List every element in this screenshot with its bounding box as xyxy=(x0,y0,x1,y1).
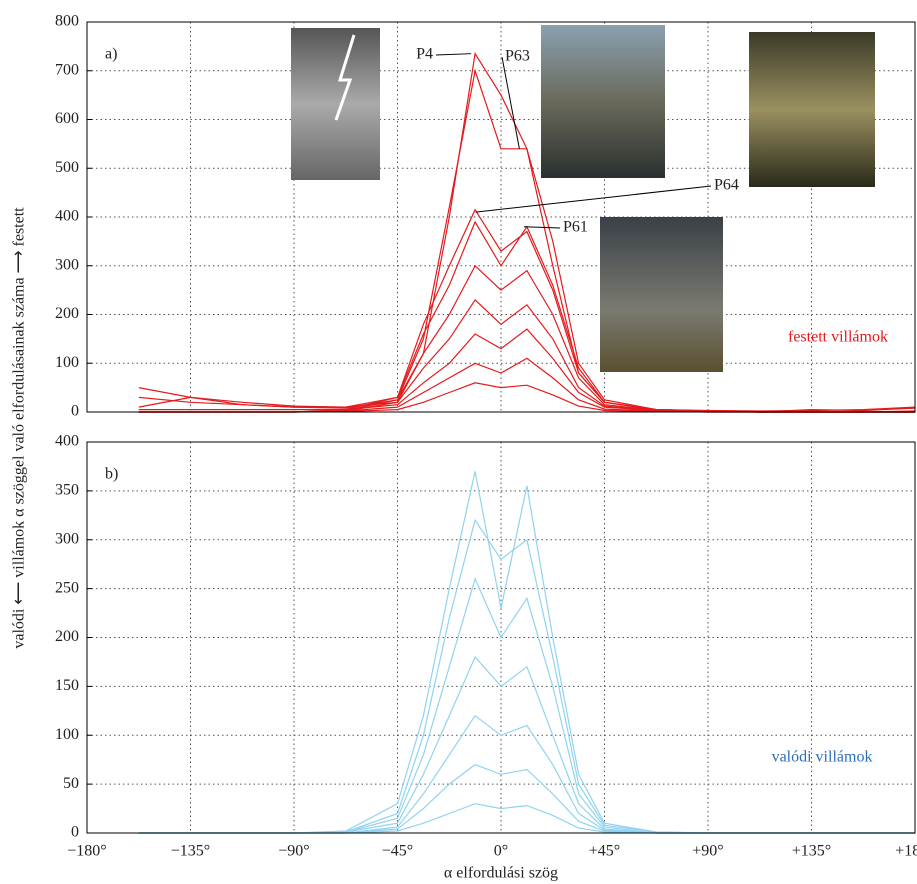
series-line xyxy=(138,655,915,834)
y-tick-label: 100 xyxy=(55,354,79,371)
series-line xyxy=(138,298,916,413)
x-tick-label: −180° xyxy=(67,843,106,860)
leader-line xyxy=(435,53,472,56)
painting xyxy=(541,25,665,178)
painting xyxy=(600,217,723,372)
y-tick-label: 700 xyxy=(55,61,79,78)
paintings xyxy=(291,25,875,372)
series-line xyxy=(138,577,915,834)
point-label: P61 xyxy=(563,219,588,236)
x-tick-label: −45° xyxy=(382,843,413,860)
y-tick-label: 300 xyxy=(55,256,79,273)
painting xyxy=(291,28,380,180)
panel-label: b) xyxy=(105,466,118,483)
lightning-icon xyxy=(334,34,356,121)
y-tick-label: 250 xyxy=(55,579,79,596)
y-tick-label: 200 xyxy=(55,628,79,645)
y-tick-label: 100 xyxy=(55,726,79,743)
y-tick-label: 0 xyxy=(71,403,79,420)
x-tick-label: −135° xyxy=(171,843,210,860)
series-line xyxy=(138,714,915,834)
series-line xyxy=(138,518,915,834)
y-tick-label: 500 xyxy=(55,159,79,176)
x-tick-label: +90° xyxy=(692,843,723,860)
series-line xyxy=(138,471,915,834)
x-tick-label: 0° xyxy=(494,843,508,860)
y-axis-label: valódi ⟵ villámok α szöggel való elfordu… xyxy=(11,207,28,649)
series-line xyxy=(138,803,915,834)
leader-line xyxy=(475,185,712,213)
y-tick-label: 150 xyxy=(55,677,79,694)
series-line xyxy=(138,220,915,413)
series-line xyxy=(138,382,915,413)
leader-line xyxy=(501,56,520,149)
x-tick-label: +45° xyxy=(589,843,620,860)
plot-frame xyxy=(86,21,916,413)
point-label: P4 xyxy=(416,46,433,63)
series-annotation: festett villámok xyxy=(788,329,888,346)
panel-label: a) xyxy=(105,46,117,63)
y-tick-label: 350 xyxy=(55,482,79,499)
y-tick-label: 50 xyxy=(63,775,79,792)
y-tick-label: 400 xyxy=(55,433,79,450)
y-tick-label: 600 xyxy=(55,110,79,127)
y-tick-label: 0 xyxy=(71,824,79,841)
plot-frame xyxy=(86,441,916,834)
series-annotation: valódi villámok xyxy=(772,749,873,766)
x-axis-label: α elfordulási szög xyxy=(444,865,558,882)
point-label: P64 xyxy=(714,177,739,194)
series-line xyxy=(138,763,915,834)
y-tick-label: 300 xyxy=(55,530,79,547)
x-tick-label: +135° xyxy=(792,843,831,860)
y-tick-label: 400 xyxy=(55,208,79,225)
series-line xyxy=(138,208,916,412)
y-tick-label: 800 xyxy=(55,13,79,30)
x-tick-label: −90° xyxy=(278,843,309,860)
painting xyxy=(749,32,875,187)
leader-line xyxy=(523,226,561,229)
y-tick-label: 200 xyxy=(55,305,79,322)
point-label: P63 xyxy=(505,48,530,65)
x-tick-label: +180° xyxy=(895,843,917,860)
